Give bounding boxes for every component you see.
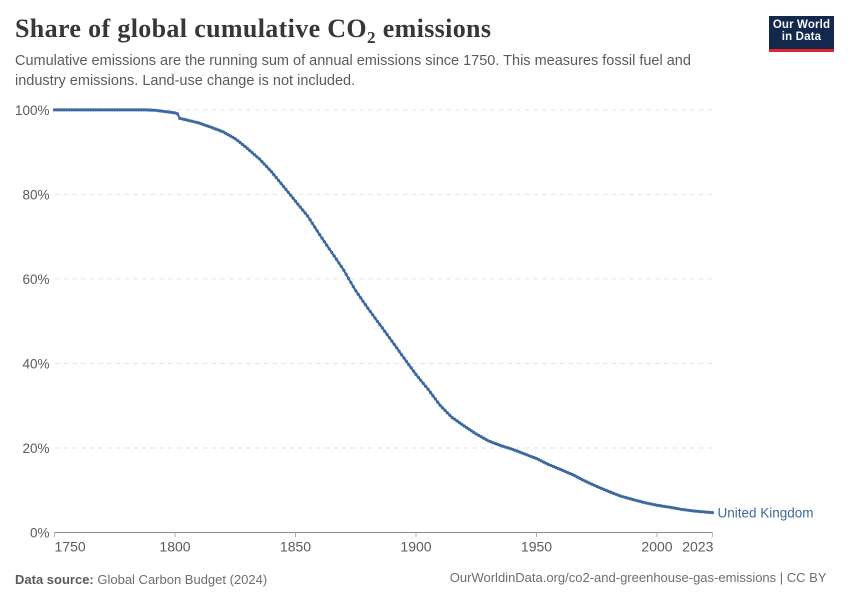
svg-text:1800: 1800 <box>159 539 190 555</box>
svg-text:100%: 100% <box>15 103 50 118</box>
svg-text:1750: 1750 <box>55 539 86 555</box>
svg-text:60%: 60% <box>22 272 49 287</box>
svg-text:1850: 1850 <box>280 539 311 555</box>
svg-text:20%: 20% <box>22 441 49 456</box>
svg-text:2023: 2023 <box>682 539 713 555</box>
svg-text:80%: 80% <box>22 187 49 202</box>
svg-text:2000: 2000 <box>641 539 672 555</box>
svg-text:40%: 40% <box>22 357 49 372</box>
svg-text:1950: 1950 <box>521 539 552 555</box>
svg-text:United Kingdom: United Kingdom <box>718 506 814 521</box>
svg-text:0%: 0% <box>30 525 50 540</box>
svg-text:1900: 1900 <box>400 539 431 555</box>
